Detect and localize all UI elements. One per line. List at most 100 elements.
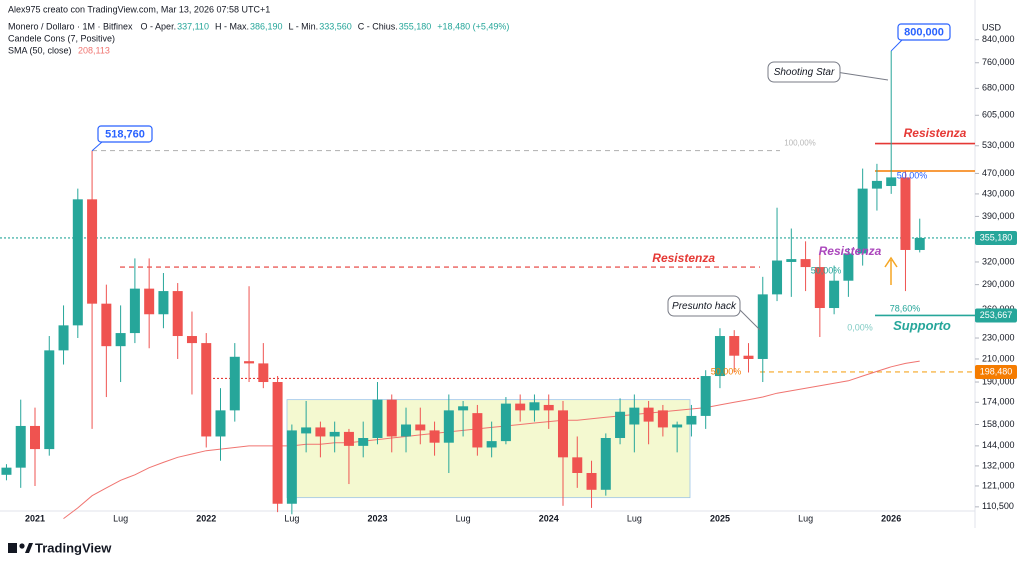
ohlc-name: L - Min. <box>289 21 319 31</box>
price-tag-label: 253,667 <box>980 310 1013 320</box>
candle-body <box>172 291 183 337</box>
candle-body <box>486 441 497 448</box>
x-tick-label: 2023 <box>367 513 387 523</box>
fib-label: 50,00% <box>897 170 928 180</box>
callout-pointer <box>890 39 903 52</box>
ohlc-value: 337,110 <box>177 21 209 31</box>
callout-label: 800,000 <box>904 26 944 38</box>
candle-body <box>729 336 740 356</box>
ohlc-name: H - Max. <box>215 21 249 31</box>
candle-body <box>129 288 140 334</box>
price-tag-label: 355,180 <box>980 232 1013 242</box>
candle-body <box>244 361 255 364</box>
level-label: Resistenza <box>904 126 967 140</box>
y-tick-label: 290,000 <box>982 279 1015 289</box>
candle-body <box>714 336 725 377</box>
candle-body <box>629 407 640 425</box>
y-tick-label: 121,000 <box>982 480 1015 490</box>
x-tick-label: 2021 <box>25 513 45 523</box>
price-tag <box>975 308 1017 323</box>
candle-body <box>443 410 454 443</box>
fib-label: Resistenza <box>819 244 882 258</box>
note-box <box>767 61 841 83</box>
note-box <box>667 295 741 317</box>
candle-body <box>543 404 554 411</box>
candle-body <box>30 425 40 450</box>
candle-body <box>857 188 868 254</box>
candle-body <box>87 199 98 304</box>
candle-body <box>58 325 69 351</box>
level-label: 100,00% <box>784 139 816 148</box>
brand: TradingView <box>35 540 112 555</box>
candle-body <box>871 180 882 189</box>
candle-body <box>329 431 340 437</box>
note-label: Presunto hack <box>672 301 737 312</box>
change: +18,480 (+5,49%) <box>437 21 509 31</box>
candle-body <box>814 267 825 309</box>
candle-body <box>386 399 397 437</box>
x-tick-label: Lug <box>113 513 128 523</box>
candle-body <box>301 427 312 434</box>
candle-body <box>886 177 897 187</box>
sma-name: SMA (50, close) <box>8 45 72 55</box>
arrow <box>884 256 898 285</box>
price-tag <box>975 230 1017 245</box>
y-tick-label: 230,000 <box>982 332 1015 342</box>
y-tick-label: 680,000 <box>982 83 1015 93</box>
candle-body <box>743 355 754 359</box>
candle-body <box>401 424 412 437</box>
ohlc-value: 333,560 <box>319 21 352 31</box>
y-tick-label: 110,500 <box>982 501 1014 511</box>
callout-pointer <box>91 141 103 152</box>
candle-body <box>258 363 269 383</box>
candle-body <box>415 424 426 431</box>
candle-body <box>914 237 925 250</box>
x-tick-label: Lug <box>284 513 299 523</box>
candle-body <box>600 438 611 490</box>
callout-label: 518,760 <box>105 128 145 140</box>
logo <box>8 543 33 553</box>
currency: USD <box>982 22 1002 32</box>
candle-body <box>229 356 240 411</box>
candle-body <box>900 177 911 250</box>
candle-body <box>44 350 55 450</box>
y-tick-label: 190,000 <box>982 376 1015 386</box>
candle-body <box>315 427 326 437</box>
candle-body <box>515 403 526 411</box>
candle-body <box>186 336 197 344</box>
y-tick-label: 174,000 <box>982 397 1015 407</box>
x-tick-label: 2024 <box>539 513 559 523</box>
candle-body <box>201 343 212 437</box>
candle-body <box>800 259 811 268</box>
symbol: Monero / Dollaro · 1M · Bitfinex <box>8 21 133 31</box>
price-tag-label: 198,480 <box>980 366 1013 376</box>
candle-body <box>772 260 783 295</box>
candle-body <box>586 472 597 490</box>
candle-body <box>215 410 226 437</box>
y-tick-label: 530,000 <box>982 140 1015 150</box>
fib-label: 50,00% <box>711 366 742 376</box>
fib-label: 50,00% <box>811 265 842 275</box>
fib-label: 78,60% <box>890 303 921 313</box>
x-tick-label: Lug <box>627 513 642 523</box>
candle-body <box>101 303 112 347</box>
candle-body <box>843 253 854 281</box>
candle-body <box>15 425 26 468</box>
candle-body <box>786 259 797 262</box>
y-tick-label: 760,000 <box>982 57 1015 67</box>
candle-body <box>429 430 440 443</box>
note-pointer <box>835 71 889 81</box>
candle-body <box>829 280 840 309</box>
candle-body <box>557 410 568 458</box>
candle-body <box>500 403 511 442</box>
candle-body <box>272 382 283 504</box>
y-tick-label: 840,000 <box>982 34 1015 44</box>
y-tick-label: 132,000 <box>982 460 1015 470</box>
candle-body <box>1 467 12 475</box>
callout-box <box>97 125 153 143</box>
candle-body <box>657 410 668 428</box>
y-tick-label: 390,000 <box>982 211 1015 221</box>
sma-value: 208,113 <box>78 45 110 55</box>
y-tick-label: 605,000 <box>982 110 1015 120</box>
